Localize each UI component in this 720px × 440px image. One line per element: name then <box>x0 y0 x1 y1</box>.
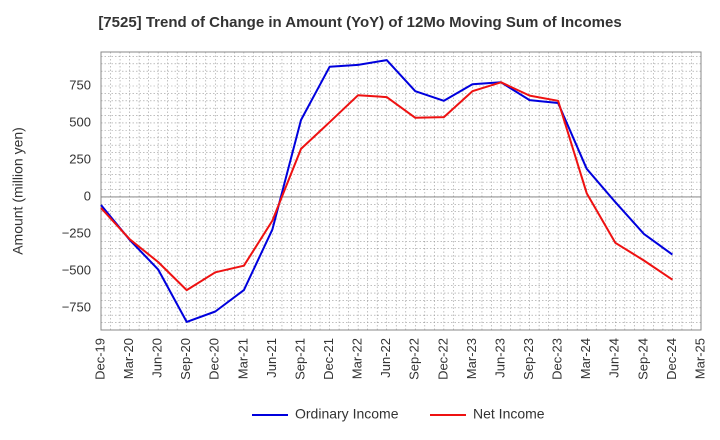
x-tick-label: Jun-22 <box>378 338 393 378</box>
x-tick-label: Sep-22 <box>407 338 422 380</box>
y-tick-label: −500 <box>62 262 91 277</box>
x-tick-label: Jun-21 <box>264 338 279 378</box>
x-tick-label: Mar-20 <box>121 338 136 379</box>
x-tick-label: Dec-22 <box>435 338 450 380</box>
x-tick-label: Jun-20 <box>150 338 165 378</box>
y-tick-label: 750 <box>69 77 91 92</box>
legend: Ordinary Income Net Income <box>252 406 545 422</box>
x-tick-label: Mar-21 <box>235 338 250 379</box>
x-tick-label: Dec-19 <box>92 338 107 380</box>
x-tick-label: Sep-21 <box>292 338 307 380</box>
x-tick-label: Mar-25 <box>692 338 707 379</box>
y-tick-label: 250 <box>69 151 91 166</box>
y-tick-label: −250 <box>62 225 91 240</box>
x-tick-label: Jun-23 <box>492 338 507 378</box>
x-tick-label: Jun-24 <box>607 338 622 378</box>
y-axis-label: Amount (million yen) <box>10 127 26 255</box>
x-tick-label: Dec-20 <box>207 338 222 380</box>
x-tick-label: Mar-22 <box>350 338 365 379</box>
x-tick-label: Dec-24 <box>664 338 679 380</box>
plot-frame <box>100 51 702 331</box>
series-line-ordinary-income <box>100 59 673 323</box>
y-tick-label: 0 <box>84 188 91 203</box>
x-axis-ticks: Dec-19 Mar-20 Jun-20 Sep-20 Dec-20 Mar-21 Jun-… <box>92 338 707 380</box>
legend-label: Ordinary Income <box>295 406 399 422</box>
x-tick-label: Dec-23 <box>550 338 565 380</box>
x-tick-label: Mar-23 <box>464 338 479 379</box>
y-tick-label: 500 <box>69 114 91 129</box>
y-tick-label: −750 <box>62 299 91 314</box>
y-axis-ticks: −750 −500 −250 0 250 500 750 <box>62 77 91 314</box>
series-line-net-income <box>100 81 673 292</box>
series-layer <box>100 59 673 323</box>
x-tick-label: Sep-24 <box>635 338 650 380</box>
x-tick-label: Mar-24 <box>578 338 593 379</box>
x-tick-label: Dec-21 <box>321 338 336 380</box>
chart-title: [7525] Trend of Change in Amount (YoY) o… <box>98 14 622 31</box>
x-tick-label: Sep-20 <box>178 338 193 380</box>
x-tick-label: Sep-23 <box>521 338 536 380</box>
legend-label: Net Income <box>473 406 545 422</box>
